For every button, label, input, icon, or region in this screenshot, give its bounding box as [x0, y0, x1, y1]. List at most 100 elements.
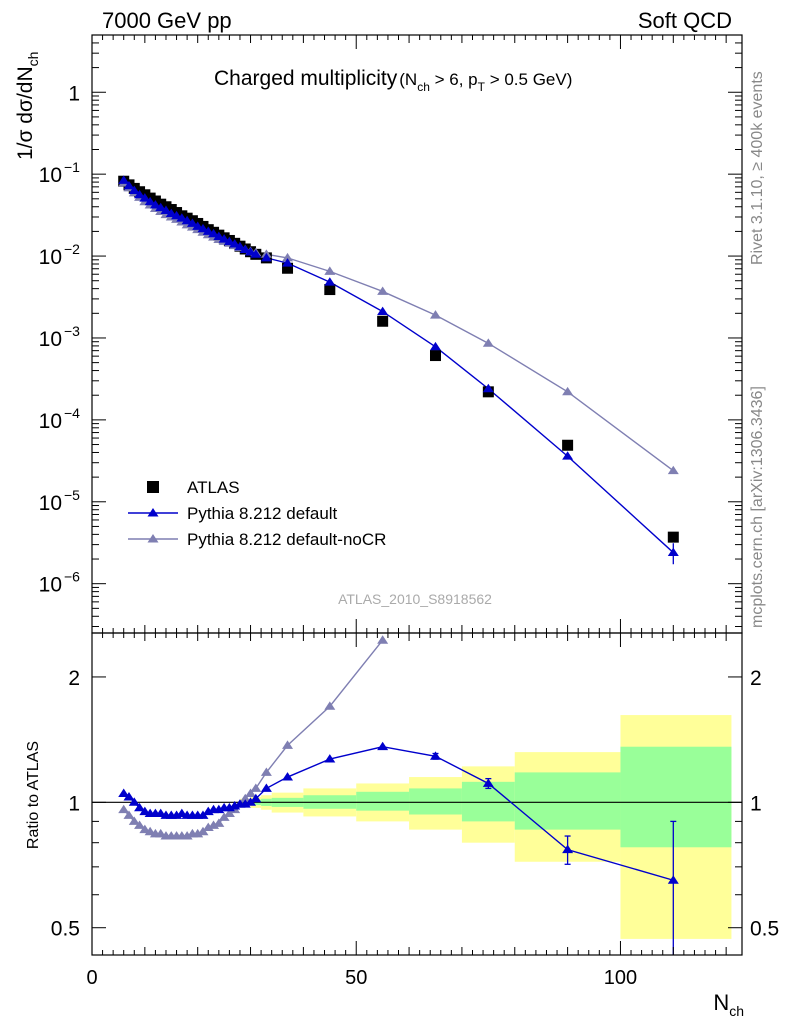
main-point-1-25	[250, 249, 262, 258]
ratio-point-1-29	[377, 635, 389, 644]
main-point-0-32	[562, 439, 574, 451]
main-point-1-30	[429, 341, 441, 351]
ratio-point-0-29	[377, 741, 389, 751]
main-ytick-label-1: 10	[39, 492, 62, 515]
main-ylabel-sub: ch	[25, 52, 41, 67]
main-point-1-23	[239, 244, 251, 254]
xtick-label-1: 50	[345, 967, 367, 989]
main-point-1-8	[160, 205, 172, 214]
ratio-point-1-26	[260, 767, 272, 776]
main-point-1-0	[118, 175, 130, 184]
main-ytick-label-2: 10	[39, 410, 62, 433]
xtick-label-0: 0	[86, 967, 97, 989]
main-point-1-11	[176, 213, 188, 222]
main-point-2-29	[377, 286, 389, 295]
analysis-id: ATLAS_2010_S8918562	[338, 591, 492, 607]
main-point-2-28	[324, 266, 336, 275]
main-ytick-label-0: 10	[39, 574, 62, 597]
main-point-0-28	[324, 284, 336, 296]
main-point-1-4	[139, 193, 151, 202]
legend: ATLAS Pythia 8.212 default Pythia 8.212 de…	[128, 478, 386, 549]
ratio-point-0-32	[562, 844, 574, 854]
main-point-0-27	[282, 262, 294, 274]
main-point-2-27	[282, 252, 294, 262]
ratio-band-green-5	[356, 791, 410, 811]
main-ytick-label-3: 10	[39, 328, 62, 351]
header-right: Soft QCD	[638, 8, 732, 33]
main-point-1-22	[234, 241, 246, 251]
ratio-point-1-2	[128, 816, 140, 825]
main-point-2-33	[667, 465, 679, 475]
xlabel: Nch	[713, 990, 744, 1019]
main-ylabel-main: 1/σ dσ/dN	[14, 66, 37, 160]
rivet-label: Rivet 3.1.10, ≥ 400k events	[749, 71, 766, 265]
ratio-point-1-14	[192, 828, 204, 838]
main-ytick-label-4: 10	[39, 246, 62, 269]
main-ylabel: 1/σ dσ/dNch	[14, 52, 41, 160]
ratio-point-0-26	[260, 783, 272, 792]
main-ytick-exp-1: −5	[64, 487, 80, 503]
main-point-0-33	[667, 531, 679, 543]
main-point-1-19	[218, 234, 230, 243]
legend-marker-2	[147, 534, 159, 543]
ratio-point-0-15	[197, 810, 209, 819]
main-point-1-18	[213, 231, 225, 241]
ratio-point-1-12	[181, 831, 193, 840]
ratio-band-green-6	[409, 788, 462, 815]
ratio-point-1-28	[324, 701, 336, 710]
chart-title-condition-main: (N	[399, 70, 417, 89]
ratio-point-0-30	[429, 751, 441, 760]
main-point-0-29	[377, 315, 389, 327]
main-point-2-31	[482, 338, 494, 347]
xtick-label-2: 100	[604, 967, 637, 989]
ratio-point-1-3	[134, 820, 146, 829]
ratio-band-green-8	[514, 772, 621, 830]
main-point-1-29	[377, 306, 389, 316]
ratio-point-1-25	[250, 783, 262, 792]
main-point-1-15	[197, 223, 209, 233]
ratio-point-1-20	[223, 808, 235, 817]
ratio-ytick-label-left-1: 1	[68, 792, 80, 815]
chart-title-condition-sub1: ch	[417, 80, 430, 94]
mcplots-label: mcplots.cern.ch [arXiv:1306.3436]	[749, 386, 766, 628]
main-point-1-27	[282, 258, 294, 267]
main-point-1-17	[208, 228, 220, 238]
ratio-point-1-18	[213, 818, 225, 827]
main-point-1-1	[123, 180, 135, 190]
main-point-1-20	[223, 236, 235, 246]
main-data-layer	[118, 175, 679, 565]
ratio-point-0-28	[324, 754, 336, 763]
main-point-1-12	[181, 215, 193, 225]
main-point-1-7	[155, 202, 167, 212]
main-ytick-exp-3: −3	[64, 323, 80, 339]
header-left: 7000 GeV pp	[102, 8, 232, 33]
main-ytick-exp-0: −6	[64, 569, 80, 585]
legend-label-0: ATLAS	[187, 478, 240, 497]
main-point-1-26	[260, 252, 272, 262]
ratio-point-1-1	[123, 810, 135, 819]
ratio-ytick-label-left-0: 0.5	[51, 918, 80, 941]
main-ytick-label-5: 10	[39, 164, 62, 187]
main-point-2-32	[562, 386, 574, 396]
main-point-1-2	[128, 185, 140, 195]
ratio-point-0-25	[250, 793, 262, 803]
ratio-ytick-label-right-0: 0.5	[750, 918, 779, 941]
main-point-1-6	[149, 200, 161, 209]
ratio-point-1-24	[245, 788, 257, 797]
ratio-point-0-2	[128, 797, 140, 806]
chart-title-condition-sub2: T	[478, 80, 486, 94]
ratio-point-1-23	[239, 793, 251, 803]
chart-title-condition-mid: > 6, p	[430, 70, 478, 89]
main-ytick-label-6: 1	[68, 82, 80, 105]
ratio-point-0-27	[282, 772, 294, 781]
ratio-point-0-33	[667, 875, 679, 884]
main-point-2-30	[429, 310, 441, 319]
main-point-1-21	[229, 239, 241, 248]
ratio-point-0-0	[118, 788, 130, 797]
legend-label-1: Pythia 8.212 default	[187, 504, 338, 523]
ratio-point-1-27	[282, 740, 294, 749]
ratio-series-group	[118, 635, 679, 955]
main-ytick-exp-2: −4	[64, 405, 80, 421]
